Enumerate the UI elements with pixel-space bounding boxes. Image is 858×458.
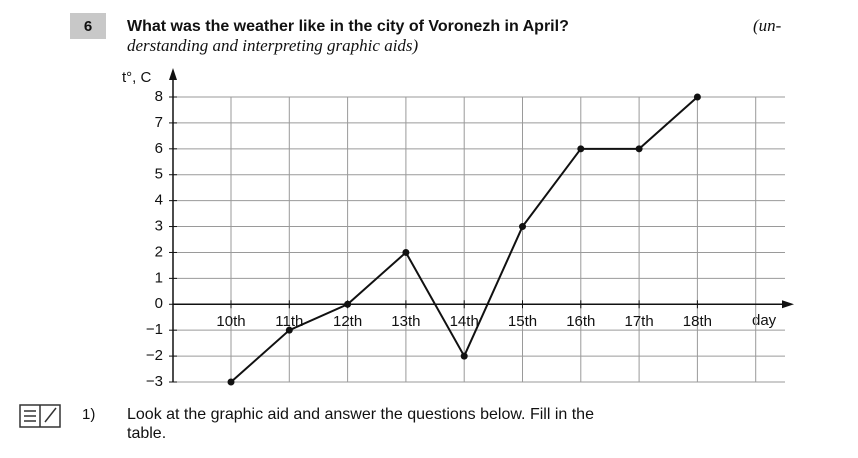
y-tick-label: −3 — [146, 373, 163, 390]
y-tick-label: 7 — [155, 114, 163, 131]
data-point — [519, 223, 526, 231]
data-point — [402, 248, 410, 256]
x-tick-label: 15th — [508, 313, 537, 330]
x-tick-label: 13th — [391, 313, 420, 330]
data-point — [285, 326, 293, 334]
subtitle: derstanding and interpreting graphic aid… — [127, 36, 419, 55]
x-tick-label: 16th — [566, 313, 595, 330]
data-point — [693, 93, 701, 101]
y-tick-label: 8 — [155, 88, 163, 105]
title: What was the weather like in the city of… — [127, 18, 569, 35]
y-tick-label: 3 — [155, 218, 163, 235]
x-arrow — [782, 300, 794, 309]
task-text: table. — [127, 425, 166, 442]
number-box — [70, 13, 106, 39]
y-tick-label: 1 — [155, 269, 163, 286]
y-axis-label: t°, C — [122, 69, 152, 86]
book-icon — [19, 404, 61, 428]
y-tick-label: 0 — [155, 295, 163, 312]
task-text: Look at the graphic aid and answer the q… — [127, 406, 594, 423]
y-tick-label: 4 — [155, 192, 163, 209]
x-tick-label: 10th — [216, 313, 245, 330]
y-tick-label: −1 — [146, 321, 163, 338]
data-point — [577, 145, 585, 153]
data-point — [227, 378, 235, 386]
y-tick-label: −2 — [146, 347, 163, 364]
y-tick-label: 2 — [155, 243, 163, 260]
data-point — [460, 352, 468, 360]
x-tick-label: 14th — [450, 313, 479, 330]
x-tick-label: 17th — [624, 313, 653, 330]
y-tick-label: 5 — [155, 166, 163, 183]
y-tick-label: 6 — [155, 140, 163, 157]
data-point — [635, 145, 643, 153]
problem-number: 6 — [84, 18, 92, 35]
task-number: 1) — [82, 406, 95, 423]
x-tick-label: 12th — [333, 313, 362, 330]
data-point — [344, 300, 352, 308]
x-tick-label: 18th — [683, 313, 712, 330]
subtitle: (un- — [753, 16, 782, 35]
x-axis-label: day — [752, 312, 777, 329]
y-arrow — [169, 68, 177, 80]
